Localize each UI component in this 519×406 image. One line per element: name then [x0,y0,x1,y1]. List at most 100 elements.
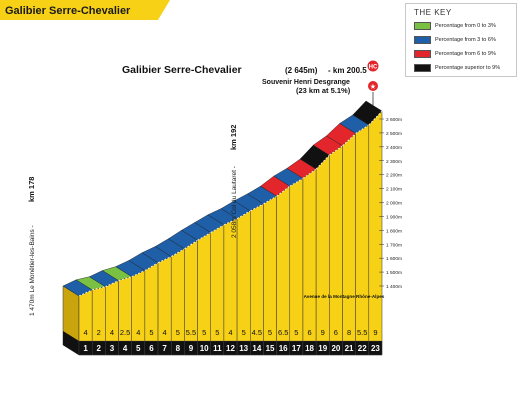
lautaret-km: km 192 [229,125,238,150]
gradient-label: 5 [215,328,219,337]
km-label: 8 [176,344,181,353]
gradient-label: 5 [176,328,180,337]
start-location: 1 470m Le Monêtier-les-Bains - km 178 [27,177,36,316]
km-segment-face [342,132,356,356]
gradient-label: 6 [307,328,311,337]
gradient-label: 8 [347,328,351,337]
km-segment-edge [197,232,211,241]
km-segment-edge [289,177,304,187]
gradient-label: 5.5 [357,328,367,337]
elevation-tick-label: 2 200m [386,173,402,179]
elevation-tick-label: 2 300m [386,159,402,165]
km-segment-edge [210,224,225,233]
legend-box: THE KEY Percentage from 0 to 3% Percenta… [405,3,517,77]
elevation-tick-label: 2 600m [386,117,402,123]
km-label: 22 [358,344,367,353]
elevation-tick-label: 1 700m [386,242,402,248]
km-segment-face [368,110,383,356]
km-segment-edge [276,185,291,197]
km-segment-edge [329,145,343,156]
elevation-tick-label: 1 800m [386,228,402,234]
km-label: 4 [123,344,128,353]
gradient-label: 5 [242,328,246,337]
start-km: km 178 [27,177,36,202]
km-segment-edge [118,276,132,281]
km-segment-edge [78,289,93,297]
km-segment-edge [368,110,383,126]
elevation-tick-label: 2 500m [386,131,402,137]
legend-label: Percentage superior to 9% [435,64,501,71]
km-label: 17 [292,344,301,353]
km-segment-edge [144,262,159,271]
gradient-label: 6.5 [278,328,288,337]
km-segment-edge [263,195,277,205]
km-label: 23 [371,344,380,353]
elevation-tick-label: 2 100m [386,187,402,193]
km-segment-edge [302,168,317,179]
km-segment-edge [223,218,238,226]
km-segment-face [329,145,343,356]
base-side [63,331,79,355]
km-label: 9 [189,344,194,353]
gradient-label: 5 [202,328,206,337]
km-label: 12 [226,344,235,353]
legend-item: Percentage from 3 to 6% [414,34,496,45]
legend-swatch [414,49,431,58]
km-segment-edge [184,239,198,250]
km-markers: 1 2 3 4 5 6 7 8 9 10 11 12 13 14 15 16 17 18 19 20 21 22 23 [83,344,380,353]
climb-category-icon [366,59,380,73]
gradient-label: 4 [228,328,232,337]
km-segment-edge [315,154,330,170]
climb-category-glyph: HC [369,65,378,71]
gradient-label: 5 [294,328,298,337]
header-title: Galibier Serre-Chevalier [5,5,131,17]
km-label: 18 [305,344,314,353]
elevation-tick-label: 2 000m [386,201,402,207]
profile-slabs [62,100,383,356]
legend-label: Percentage from 3 to 6% [435,36,496,43]
km-segment-edge [250,203,264,212]
elevation-tick-label: 1 500m [386,270,402,276]
km-segment-edge [355,124,370,134]
km-segment-face [355,124,370,356]
lautaret-location: 2 058m Col du Lautaret - km 192 [229,125,238,238]
legend-item: Percentage from 6 to 9% [414,48,496,59]
elevation-ticks: 1 400m 1 500m 1 600m 1 700m 1 800m 1 900m 2 00… [379,117,402,290]
km-label: 13 [239,344,248,353]
gradient-label: 4 [110,328,114,337]
gradient-label: 6 [334,328,338,337]
km-label: 2 [97,344,102,353]
gradient-label: 4.5 [252,328,262,337]
gradient-label: 9 [373,328,377,337]
gradient-label: 2 [97,328,101,337]
start-location-label: 1 470m Le Monêtier-les-Bains - [29,225,36,316]
km-segment-face [184,239,198,356]
km-label: 1 [83,344,88,353]
legend-swatch [414,35,431,44]
summit-stats: (23 km at 5.1%) [296,86,351,95]
gradient-labels: 4 2 4 2.5 4 5 4 5 5.5 5 5 4 5 4.5 5 6.5 5 6 9 6 8 5.5 9 [84,328,378,337]
km-segment-edge [342,133,356,147]
km-label: 20 [331,344,340,353]
souvenir-icon [367,80,379,92]
gradient-label: 5 [268,328,272,337]
legend-title: THE KEY [414,8,452,17]
gradient-label: 4 [163,328,167,337]
legend-label: Percentage from 0 to 3% [435,22,496,29]
summit-altitude: (2 645m) [285,66,318,75]
elevation-tick-label: 1 400m [386,284,402,290]
souvenir-glyph: ★ [370,84,376,91]
km-label: 5 [136,344,141,353]
elevation-tick-label: 1 900m [386,214,402,220]
legend-item: Percentage superior to 9% [414,62,500,73]
legend-item: Percentage from 0 to 3% [414,20,496,31]
km-segment-edge [171,248,185,257]
gradient-label: 2.5 [120,328,130,337]
km-segment-face [315,154,330,356]
summit-name: Galibier Serre-Chevalier [122,64,242,76]
gradient-label: 4 [136,328,140,337]
km-label: 19 [318,344,327,353]
footer-strip-text: Avenue de la Montagne Rhône-Alpes [304,294,385,299]
km-base-block [368,340,383,356]
